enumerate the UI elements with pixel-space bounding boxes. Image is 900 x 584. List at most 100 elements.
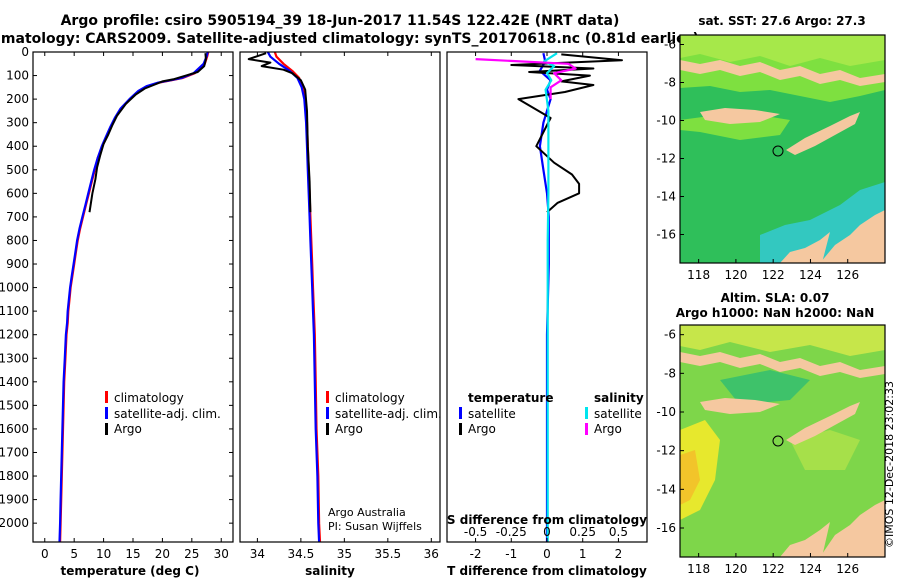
map-x-tick-label: 120 xyxy=(724,562,747,576)
sla-sumba xyxy=(700,398,780,414)
map-y-tick-label: -8 xyxy=(664,76,676,90)
series-line-satellite-adj-clim- xyxy=(58,52,209,542)
y-tick-label: 1800 xyxy=(0,469,29,483)
y-tick-label: 900 xyxy=(6,257,29,271)
x-tick-label: 10 xyxy=(96,547,111,561)
sla-highest xyxy=(680,450,700,505)
salinity-axis: 34 34.5 35 35.5 36 xyxy=(250,52,439,561)
sst-map-frame xyxy=(679,34,886,264)
sst-float-marker xyxy=(772,145,784,157)
map-x-tick-label: 118 xyxy=(687,562,710,576)
legend-temperature-heading: temperature xyxy=(468,391,553,405)
map-y-tick-label: -10 xyxy=(656,405,676,419)
salinity-xlabel: salinity xyxy=(305,564,355,578)
difference-xlabel: T difference from climatology xyxy=(447,564,647,578)
x-tick-label: -2 xyxy=(470,547,482,561)
y-tick-label: 800 xyxy=(6,233,29,247)
temperature-series xyxy=(58,52,210,542)
difference-legend: temperature satellite Argo salinity sate… xyxy=(459,391,644,436)
legend-climatology-swatch xyxy=(326,391,329,403)
y-tick-label: 600 xyxy=(6,186,29,200)
series-line-argo xyxy=(247,52,312,213)
x-tick-label: 0 xyxy=(543,547,551,561)
temperature-axis: 0100200300400500600700800900100011001200… xyxy=(0,45,233,561)
sla-map-axis: 118 120 122 124 126 -6 -8 -10 -12 -14 -16 xyxy=(656,328,859,576)
difference-frame xyxy=(446,51,648,543)
map-y-tick-label: -8 xyxy=(664,366,676,380)
map-y-tick-label: -14 xyxy=(656,190,676,204)
y-tick-label: 1000 xyxy=(0,281,29,295)
y-tick-label: 1400 xyxy=(0,375,29,389)
legend-t-satellite: satellite xyxy=(468,407,516,421)
legend-argo-swatch xyxy=(105,423,108,435)
series-line-salinity-argo xyxy=(475,58,577,100)
y-tick-label: 400 xyxy=(6,139,29,153)
legend-satellite-adj: satellite-adj. clim. xyxy=(335,407,442,421)
x-tick-label: 15 xyxy=(125,547,140,561)
difference-panel: -2 -1 0 1 2 -0.5 -0.25 0 0.25 0.5 T difference fr… xyxy=(446,51,648,578)
difference-axis: -2 -1 0 1 2 -0.5 -0.25 0 0.25 0.5 xyxy=(464,52,628,561)
sst-map: sat. SST: 27.6 Argo: 27.3 118 120 122 124 12… xyxy=(656,14,886,282)
series-line-climatology xyxy=(59,52,210,542)
legend-satellite-swatch xyxy=(326,407,329,419)
map-y-tick-label: -6 xyxy=(664,328,676,342)
legend-s-argo: Argo xyxy=(594,422,622,436)
legend-argo-swatch xyxy=(326,423,329,435)
y-tick-label: 700 xyxy=(6,210,29,224)
map-x-tick-label: 122 xyxy=(762,268,785,282)
legend-s-satellite: satellite xyxy=(594,407,642,421)
map-y-tick-label: -12 xyxy=(656,152,676,166)
y-tick-label: 1700 xyxy=(0,445,29,459)
y-tick-label: 1200 xyxy=(0,328,29,342)
x2-tick-label: -0.25 xyxy=(496,525,527,539)
x-tick-label: 36 xyxy=(424,547,439,561)
legend-t-argo: Argo xyxy=(468,422,496,436)
difference-series xyxy=(475,52,623,542)
sst-australia-land-west xyxy=(780,232,830,263)
imos-stamp: ©IMOS 12-Dec-2018 23:02:33 xyxy=(883,381,896,548)
map-x-tick-label: 124 xyxy=(799,562,822,576)
y-tick-label: 200 xyxy=(6,92,29,106)
series-line-satellite-adj-clim- xyxy=(266,52,321,542)
x-tick-label: 30 xyxy=(214,547,229,561)
map-y-tick-label: -14 xyxy=(656,482,676,496)
legend-climatology: climatology xyxy=(335,391,405,405)
x-tick-label: 20 xyxy=(155,547,170,561)
x-tick-label: 25 xyxy=(184,547,199,561)
map-y-tick-label: -10 xyxy=(656,114,676,128)
y-tick-label: 2000 xyxy=(0,516,29,530)
y-tick-label: 1900 xyxy=(0,493,29,507)
x-tick-label: -1 xyxy=(505,547,517,561)
salinity-panel: 34 34.5 35 35.5 36 salinity climatology sate… xyxy=(239,51,442,578)
sla-nusa-tenggara xyxy=(680,352,885,378)
sla-low-band xyxy=(720,370,810,405)
sst-map-title: sat. SST: 27.6 Argo: 27.3 xyxy=(698,14,865,28)
y-tick-label: 500 xyxy=(6,163,29,177)
legend-argo: Argo xyxy=(335,422,363,436)
series-line-argo xyxy=(88,53,207,213)
legend-salinity-heading: salinity xyxy=(594,391,644,405)
legend-climatology-swatch xyxy=(105,391,108,403)
temperature-panel: 0100200300400500600700800900100011001200… xyxy=(0,45,234,578)
x-tick-label: 1 xyxy=(579,547,587,561)
sla-north-band xyxy=(680,325,885,356)
sla-timor xyxy=(786,402,860,445)
sla-map-field xyxy=(680,325,885,557)
y-tick-label: 1600 xyxy=(0,422,29,436)
map-x-tick-label: 122 xyxy=(762,562,785,576)
sst-map-field xyxy=(680,35,885,263)
sla-map-title1: Altim. SLA: 0.07 xyxy=(721,291,830,305)
map-x-tick-label: 126 xyxy=(836,562,859,576)
y-tick-label: 100 xyxy=(6,69,29,83)
sst-warmest-band xyxy=(680,35,885,66)
sla-australia-land xyxy=(820,500,885,557)
difference-x2label: S difference from climatology xyxy=(447,513,647,527)
credit-line1: Argo Australia xyxy=(328,506,406,519)
x2-tick-label: 0 xyxy=(543,525,551,539)
sla-map-frame xyxy=(679,324,886,558)
map-x-tick-label: 124 xyxy=(799,268,822,282)
series-line-salinity-satellite xyxy=(542,52,558,542)
legend-climatology: climatology xyxy=(114,391,184,405)
temperature-xlabel: temperature (deg C) xyxy=(61,564,200,578)
